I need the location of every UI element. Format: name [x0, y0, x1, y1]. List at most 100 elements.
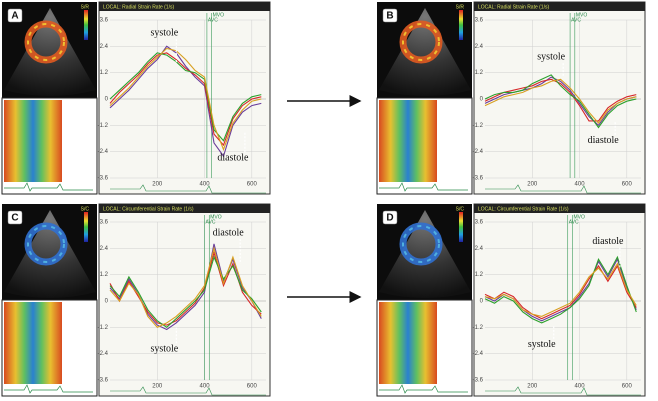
chart-title: LOCAL: Radial Strain Rate (1/s) — [478, 4, 549, 10]
annotation: systole — [537, 52, 565, 63]
chart-title: LOCAL: Circumferential Strain Rate (1/s) — [478, 206, 569, 212]
x-tick-label: 200 — [527, 182, 538, 188]
y-tick-label: 1.2 — [100, 70, 109, 76]
y-tick-label: 0 — [480, 97, 484, 103]
event-label: AVC — [206, 219, 216, 225]
mmode-strip — [379, 100, 437, 182]
series-line — [484, 76, 637, 127]
event-label: MVO — [573, 214, 585, 220]
series-line — [109, 255, 262, 329]
echo-sector — [4, 8, 96, 96]
panel-letter: B — [386, 11, 393, 22]
colorbar — [459, 212, 463, 242]
y-tick-label: 2.4 — [100, 44, 109, 50]
ecg-trace — [485, 184, 641, 194]
y-tick-label: 2.4 — [475, 44, 484, 50]
panel-letter-box — [7, 8, 23, 23]
event-label: AVC — [208, 17, 218, 23]
mmode-frame — [376, 97, 473, 195]
chart-area — [473, 1, 646, 195]
ecg-trace — [485, 386, 641, 396]
annotation: diastole — [213, 227, 245, 238]
echo-sector — [379, 210, 471, 298]
y-tick-label: -1.2 — [473, 123, 484, 129]
ecg-trace — [4, 384, 93, 394]
panel-letter: D — [386, 213, 393, 224]
myocardium-ring — [402, 225, 440, 263]
myocardium-ring — [27, 23, 65, 61]
annotation: diastole — [588, 135, 620, 146]
event-label: AVC — [569, 219, 579, 225]
x-tick-label: 400 — [575, 182, 586, 188]
colorbar — [84, 10, 88, 40]
event-label: MVO — [576, 12, 588, 18]
myocardium-ring — [27, 225, 65, 263]
y-tick-label: -3.6 — [98, 176, 109, 182]
chart-title: LOCAL: Radial Strain Rate (1/s) — [103, 4, 174, 10]
series-line — [109, 243, 262, 331]
ecg-trace — [110, 386, 266, 396]
y-tick-label: 1.2 — [475, 272, 484, 278]
ecg-trace — [379, 384, 468, 394]
panel-letter-box — [382, 8, 398, 23]
y-tick-label: 3.6 — [475, 220, 484, 226]
mmode-frame — [376, 299, 473, 397]
chart-header — [99, 2, 270, 11]
series-line — [109, 52, 262, 147]
mmode-frame — [1, 299, 98, 397]
ecg-trace — [110, 184, 266, 194]
myocardium-ring — [402, 23, 440, 61]
x-tick-label: 600 — [247, 182, 258, 188]
y-tick-label: -3.6 — [473, 378, 484, 384]
chart-area — [473, 203, 646, 397]
event-label: MVO — [210, 214, 222, 220]
y-tick-label: -1.2 — [98, 123, 109, 129]
annotation: diastole — [592, 236, 624, 247]
series-line — [484, 262, 637, 317]
event-label: MVO — [213, 12, 225, 18]
chart-title: LOCAL: Circumferential Strain Rate (1/s) — [103, 206, 194, 212]
x-tick-label: 400 — [200, 384, 211, 390]
panel-letter-box — [382, 210, 398, 225]
x-tick-label: 200 — [527, 384, 538, 390]
y-tick-label: 2.4 — [100, 246, 109, 252]
y-tick-label: 3.6 — [100, 220, 109, 226]
chart-header — [99, 204, 270, 213]
echo-sector — [379, 8, 471, 96]
colorbar-label: S/R — [456, 4, 465, 10]
event-label: AVC — [571, 17, 581, 23]
colorbar-label: S/R — [81, 4, 90, 10]
colorbar-label: S/C — [81, 206, 90, 212]
x-tick-label: 200 — [152, 182, 163, 188]
series-line — [109, 52, 262, 142]
panel-letter: A — [11, 11, 18, 22]
y-tick-label: -1.2 — [98, 325, 109, 331]
series-line — [484, 78, 637, 124]
x-tick-label: 600 — [622, 384, 633, 390]
x-tick-label: 600 — [622, 182, 633, 188]
chart-header — [474, 204, 645, 213]
y-tick-label: -2.4 — [473, 351, 484, 357]
annotation: diastole — [217, 153, 249, 164]
y-tick-label: 3.6 — [100, 18, 109, 24]
colorbar — [459, 10, 463, 40]
x-tick-label: 600 — [247, 384, 258, 390]
series-line — [484, 74, 637, 129]
annotation: systole — [150, 344, 178, 355]
chart-area — [98, 203, 271, 397]
mmode-strip — [4, 100, 62, 182]
y-tick-label: -2.4 — [98, 149, 109, 155]
y-tick-label: -3.6 — [98, 378, 109, 384]
x-tick-label: 200 — [152, 384, 163, 390]
annotation: systole — [528, 339, 556, 350]
x-tick-label: 400 — [200, 182, 211, 188]
y-tick-label: 0 — [480, 299, 484, 305]
y-tick-label: -3.6 — [473, 176, 484, 182]
annotation: systole — [150, 27, 178, 38]
panel-letter-box — [7, 210, 23, 225]
y-tick-label: 0 — [105, 299, 109, 305]
panel-letter: C — [11, 213, 18, 224]
series-line — [484, 264, 637, 320]
series-line — [484, 78, 637, 122]
